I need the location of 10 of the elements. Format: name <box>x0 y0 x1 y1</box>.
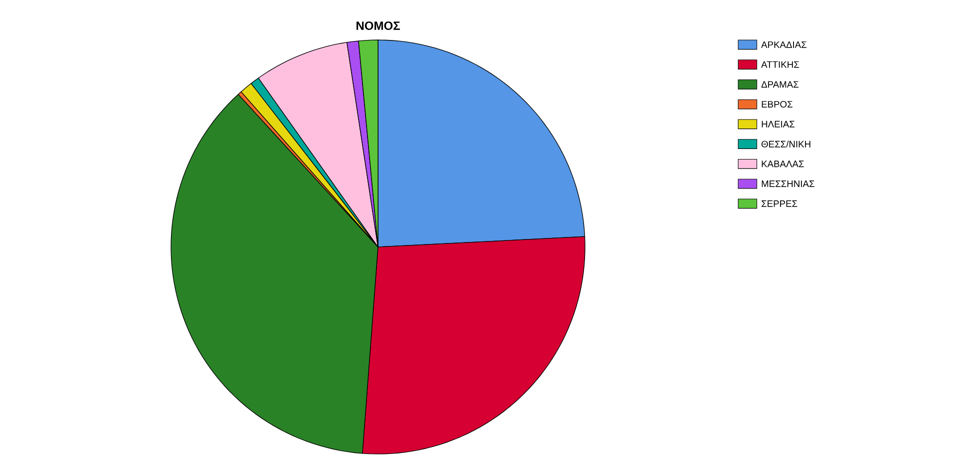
legend-label: ΣΕΡΡΕΣ <box>762 200 798 207</box>
chart-title: ΝΟΜΟΣ <box>356 21 400 30</box>
legend-label: ΕΒΡΟΣ <box>762 100 792 108</box>
legend-label: ΗΛΕΙΑΣ <box>762 120 795 128</box>
legend-label: ΚΑΒΑΛΑΣ <box>762 160 804 168</box>
legend-label: ΜΕΣΣΗΝΙΑΣ <box>762 180 814 187</box>
legend-label: ΔΡΑΜΑΣ <box>761 81 798 88</box>
legend-label: ΑΤΤΙΚΗΣ <box>761 61 800 68</box>
legend-label: ΑΡΚΑΔΙΑΣ <box>761 41 806 48</box>
legend-label: ΘΕΣΣ/ΝΙΚΗ <box>762 140 810 148</box>
